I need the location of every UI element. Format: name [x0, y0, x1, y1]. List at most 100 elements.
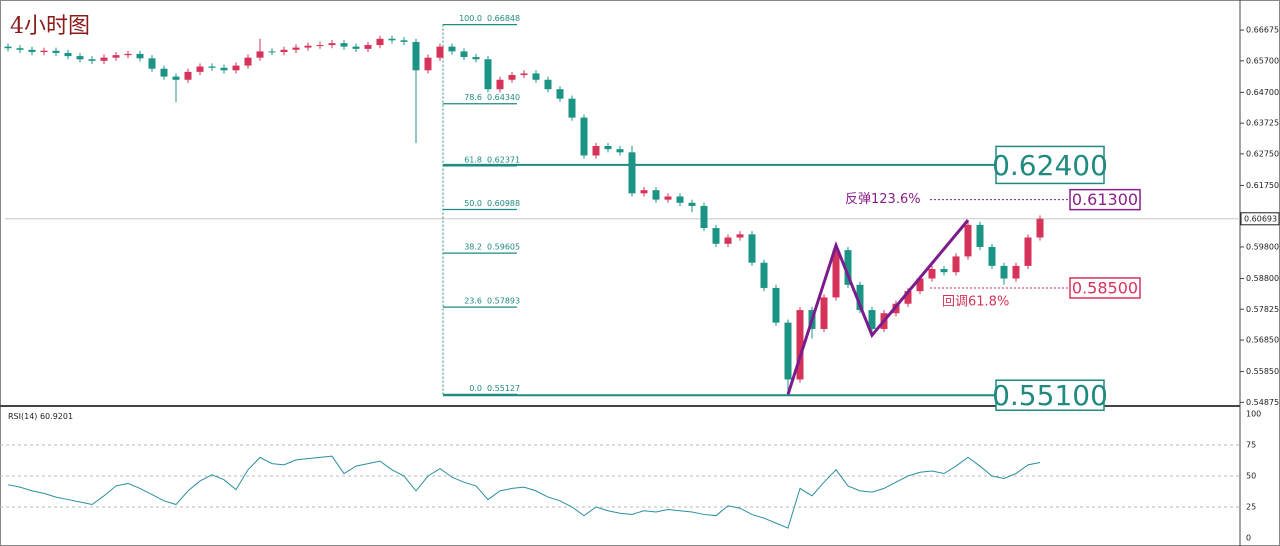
annotation-text: 反弹123.6% — [845, 192, 921, 207]
candle-body — [748, 234, 756, 263]
fib-ratio: 61.8 — [464, 155, 482, 164]
rsi-tick-label: 50 — [1246, 472, 1256, 481]
candle-body — [280, 49, 288, 53]
candle-body — [388, 38, 396, 41]
rsi-name: RSI(14) — [8, 412, 37, 421]
candle-body — [52, 50, 60, 53]
candle-body — [436, 46, 444, 58]
candle-body — [592, 146, 600, 156]
candle-body — [820, 297, 828, 329]
candle-body — [952, 256, 960, 273]
candle-body — [316, 45, 324, 47]
y-tick-label: 0.64700 — [1246, 88, 1279, 97]
candle-body — [856, 284, 864, 311]
candle-body — [784, 322, 792, 380]
y-tick-label: 0.54875 — [1246, 398, 1279, 407]
candle-body — [232, 65, 240, 71]
candle-body — [484, 59, 492, 90]
candle-body — [352, 46, 360, 49]
candle-body — [340, 43, 348, 47]
annotation-box — [1069, 188, 1141, 211]
rsi-label: RSI(14) 60.9201 — [8, 412, 73, 421]
candle-body — [724, 237, 732, 244]
candle-body — [244, 57, 252, 66]
y-tick-label: 0.58800 — [1246, 274, 1279, 283]
target-label: 0.55100 — [992, 379, 1108, 412]
rsi-tick-label: 75 — [1246, 441, 1256, 450]
candle-body — [160, 68, 168, 77]
y-tick-label: 0.55850 — [1246, 367, 1279, 376]
candle-body — [1024, 237, 1032, 266]
candle-body — [256, 51, 264, 58]
candle-body — [532, 73, 540, 80]
fib-price: 0.55127 — [487, 384, 520, 393]
candle-body — [112, 55, 120, 58]
candle-body — [184, 71, 192, 80]
y-tick-label: 0.66675 — [1246, 26, 1279, 35]
candle-body — [292, 47, 300, 50]
fib-price: 0.57893 — [487, 297, 520, 306]
candle-body — [760, 262, 768, 288]
rsi-line — [7, 455, 1041, 529]
candle-body — [496, 79, 504, 90]
candle-body — [772, 287, 780, 323]
rsi-last: 60.9201 — [40, 412, 73, 421]
candle-body — [1036, 218, 1044, 238]
candle-body — [844, 250, 852, 285]
candle-body — [904, 291, 912, 304]
candle-body — [1012, 265, 1020, 279]
rsi-tick-label: 0 — [1246, 534, 1251, 543]
candle-body — [580, 117, 588, 156]
candle-body — [928, 269, 936, 279]
annotation-box — [1069, 277, 1141, 299]
chart-title: 4小时图 — [10, 14, 90, 39]
candle-body — [364, 45, 372, 49]
candle-body — [124, 53, 132, 56]
candle-body — [988, 246, 996, 266]
candle-body — [208, 66, 216, 68]
fib-ratio: 23.6 — [464, 297, 482, 306]
fib-ratio: 50.0 — [464, 199, 482, 208]
rsi-tick-label: 100 — [1246, 410, 1261, 419]
current-price-label: 0.60693 — [1244, 214, 1277, 223]
y-tick-label: 0.56850 — [1246, 336, 1279, 345]
candle-body — [148, 58, 156, 69]
candle-body — [736, 234, 744, 238]
annotation-label: 0.58500 — [1072, 278, 1138, 297]
candle-body — [88, 59, 96, 61]
candle-body — [76, 56, 84, 60]
candle-body — [640, 190, 648, 194]
y-tick-label: 0.57825 — [1246, 305, 1279, 314]
annotation-label: 0.61300 — [1072, 190, 1138, 209]
candle-body — [304, 45, 312, 48]
candle-body — [616, 149, 624, 153]
candle-body — [604, 146, 612, 150]
annotation-text: 回调61.8% — [942, 294, 1009, 309]
current-price-box — [1240, 212, 1280, 226]
candle-body — [460, 51, 468, 58]
candle-body — [976, 224, 984, 247]
y-tick-label: 0.59800 — [1246, 242, 1279, 251]
candle-body — [628, 152, 636, 194]
candle-body — [472, 57, 480, 60]
y-tick-label: 0.62750 — [1246, 149, 1279, 158]
candle-body — [196, 66, 204, 72]
candle-body — [688, 202, 696, 206]
y-tick-label: 0.65700 — [1246, 56, 1279, 65]
fib-price: 0.62371 — [487, 155, 520, 164]
fib-ratio: 0.0 — [469, 384, 482, 393]
y-tick-label: 0.61750 — [1246, 181, 1279, 190]
fib-price: 0.59605 — [487, 243, 520, 252]
candle-body — [268, 51, 276, 53]
candle-body — [940, 269, 948, 273]
candle-body — [556, 89, 564, 99]
candle-body — [832, 250, 840, 298]
fib-ratio: 100.0 — [459, 14, 482, 23]
candle-body — [676, 196, 684, 203]
candle-body — [916, 278, 924, 292]
candle-body — [712, 228, 720, 244]
candle-body — [172, 76, 180, 80]
candle-body — [568, 98, 576, 118]
